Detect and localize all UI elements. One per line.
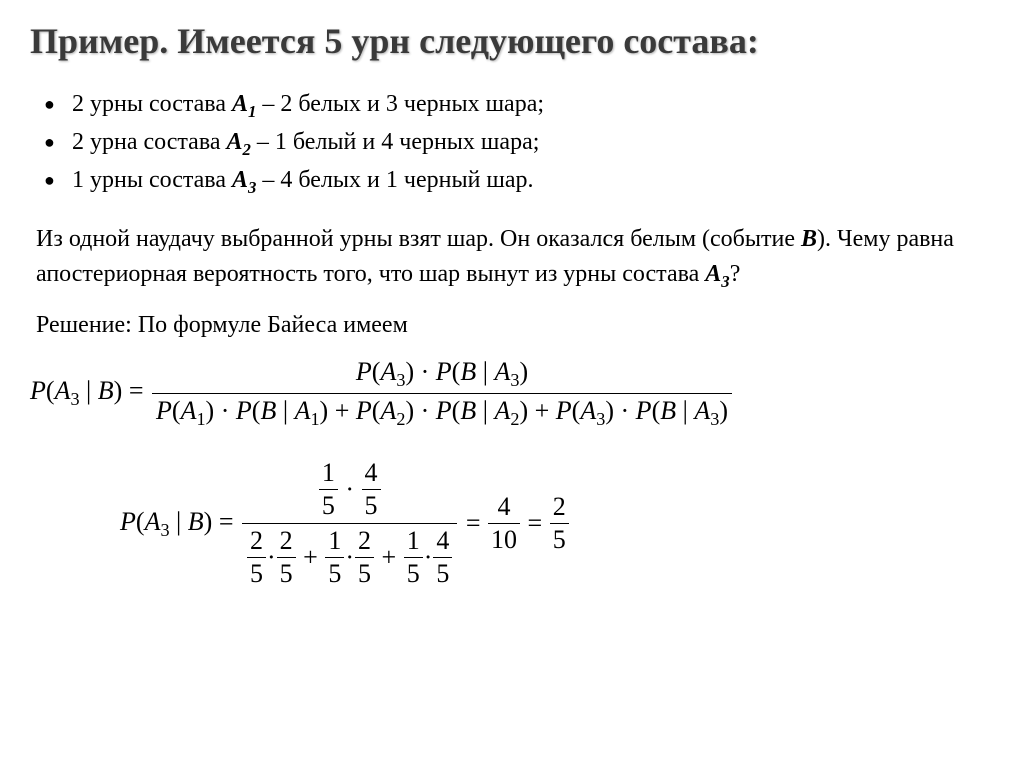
f2-result1: 410: [488, 492, 520, 555]
f2d2bd: 5: [433, 558, 452, 589]
f1d-t1a: 1: [196, 409, 205, 429]
bullet-var: A: [232, 167, 248, 193]
problem-text: Из одной наудачу выбранной урны взят шар…: [30, 222, 994, 294]
bullet-prefix: 2 урны состава: [72, 91, 232, 117]
f2ddot1: ·: [345, 543, 354, 572]
solution-intro: Решение: По формуле Байеса имеем: [30, 312, 994, 339]
f1-B: B: [98, 376, 114, 405]
f2-P: P: [120, 507, 136, 536]
f2nf0n: 1: [319, 458, 338, 490]
problem-sub: 3: [721, 272, 729, 291]
bullet-item: ● 1 урны состава A3 – 4 белых и 1 черный…: [44, 162, 994, 200]
f2nf1n: 4: [362, 458, 381, 490]
f2nf1d: 5: [362, 490, 381, 521]
f2ddot0: ·: [267, 543, 276, 572]
bullet-suffix: – 1 белый и 4 черных шара;: [251, 129, 539, 155]
problem-var: A: [705, 261, 721, 287]
f2d0bd: 5: [277, 558, 296, 589]
f2-eq: =: [212, 507, 240, 536]
f1n-A3b: 3: [510, 370, 519, 390]
f2-eq3: =: [528, 509, 549, 538]
f2numdot: ·: [345, 475, 354, 504]
f2d1bn: 2: [355, 526, 374, 558]
f2-B: B: [188, 507, 204, 536]
problem-p3: ?: [730, 261, 741, 287]
f2dplus0: +: [297, 543, 325, 572]
bullet-sub: 2: [243, 140, 251, 159]
f1-eq: =: [122, 376, 150, 405]
f1d-plus1: +: [328, 396, 356, 425]
f1n-B: B: [460, 357, 476, 386]
f1d-dot1: ·: [214, 396, 236, 425]
f1-A: A: [55, 376, 71, 405]
f1-Asub: 3: [70, 390, 79, 410]
f2r1n: 4: [488, 492, 520, 524]
f2d2ad: 5: [404, 558, 423, 589]
bullet-prefix: 2 урна состава: [72, 129, 227, 155]
f1d-bar2: |: [476, 396, 494, 425]
f2d2an: 1: [404, 526, 423, 558]
f2nf0d: 5: [319, 490, 338, 521]
f2d1ad: 5: [325, 558, 344, 589]
f2-bigfrac: 15 · 45 25·25 + 15·25 + 15·45: [242, 458, 457, 589]
bullet-dot-icon: ●: [44, 129, 72, 156]
f1d-dot2: ·: [414, 396, 436, 425]
f2ddot2: ·: [424, 543, 433, 572]
bullet-var: A: [232, 91, 248, 117]
bullet-dot-icon: ●: [44, 167, 72, 194]
f1d-dot3: ·: [614, 396, 636, 425]
f1d-bar3: |: [676, 396, 694, 425]
f1n-A2: A: [494, 357, 510, 386]
bullet-prefix: 1 урны состава: [72, 167, 232, 193]
f2r2n: 2: [550, 492, 569, 524]
bullet-suffix: – 4 белых и 1 черный шар.: [256, 167, 533, 193]
f1-numerator: P(A3) · P(B | A3): [152, 357, 732, 394]
f1n-bar: |: [476, 357, 494, 386]
f2r2d: 5: [550, 524, 569, 555]
f2r1d: 10: [488, 524, 520, 555]
f2-A: A: [145, 507, 161, 536]
f1d-t3a: 3: [596, 409, 605, 429]
f1d-t3b: 3: [710, 409, 719, 429]
bullet-var: A: [227, 129, 243, 155]
bullet-list: ● 2 урны состава A1 – 2 белых и 3 черных…: [30, 86, 994, 200]
f2d1bd: 5: [355, 558, 374, 589]
f2-bar: |: [170, 507, 188, 536]
numeric-formula: P(A3 | B) = 15 · 45 25·25 + 15·25 + 15·4…: [120, 458, 994, 589]
f1d-plus2: +: [528, 396, 556, 425]
bullet-dot-icon: ●: [44, 91, 72, 118]
f2dplus1: +: [375, 543, 403, 572]
f1d-bar1: |: [276, 396, 294, 425]
f1n-dot: ·: [414, 357, 436, 386]
f1n-A: A: [380, 357, 396, 386]
f1d-t1b: 1: [310, 409, 319, 429]
f2d2bn: 4: [433, 526, 452, 558]
f1-fraction: P(A3) · P(B | A3) P(A1) · P(B | A1) + P(…: [152, 357, 732, 430]
f1-denominator: P(A1) · P(B | A1) + P(A2) · P(B | A2) + …: [152, 394, 732, 430]
bullet-suffix: – 2 белых и 3 черных шара;: [256, 91, 544, 117]
f2-bigden: 25·25 + 15·25 + 15·45: [242, 524, 457, 589]
f1n-P: P: [356, 357, 372, 386]
bullet-item: ● 2 урна состава A2 – 1 белый и 4 черных…: [44, 124, 994, 162]
problem-p1: Из одной наудачу выбранной урны взят шар…: [36, 226, 801, 252]
f1n-P2: P: [436, 357, 452, 386]
bayes-formula: P(A3 | B) = P(A3) · P(B | A3) P(A1) · P(…: [30, 357, 994, 430]
problem-event: B: [801, 226, 817, 252]
f2-bignum: 15 · 45: [242, 458, 457, 524]
f2d1an: 1: [325, 526, 344, 558]
f1-bar: |: [80, 376, 98, 405]
f1n-A3: 3: [396, 370, 405, 390]
f1d-t2b: 2: [510, 409, 519, 429]
f2d0bn: 2: [277, 526, 296, 558]
f2d0ad: 5: [247, 558, 266, 589]
f2-eq2: =: [466, 509, 487, 538]
f1d-t2a: 2: [396, 409, 405, 429]
f1-P: P: [30, 376, 46, 405]
slide-title: Пример. Имеется 5 урн следующего состава…: [30, 20, 994, 62]
f2-Asub: 3: [160, 520, 169, 540]
f2d0an: 2: [247, 526, 266, 558]
f2-result2: 25: [550, 492, 569, 555]
bullet-item: ● 2 урны состава A1 – 2 белых и 3 черных…: [44, 86, 994, 124]
